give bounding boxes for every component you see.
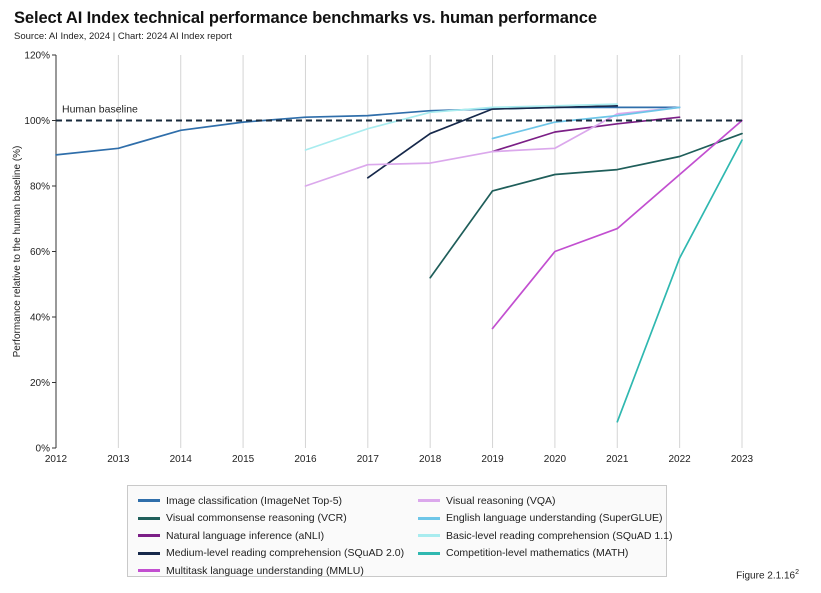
series-line-3	[366, 104, 619, 179]
y-tick-label: 80%	[30, 182, 50, 193]
x-tick-label: 2014	[170, 454, 193, 465]
x-tick-label: 2016	[294, 454, 317, 465]
legend-swatch	[418, 516, 440, 520]
legend-item: Visual reasoning (VQA)	[418, 492, 668, 510]
human-baseline: Human baseline	[56, 104, 742, 122]
series-line-4	[491, 119, 743, 330]
legend-item: Image classification (ImageNet Top-5)	[138, 492, 418, 510]
x-tick-label: 2020	[544, 454, 567, 465]
legend-swatch	[418, 534, 440, 538]
legend-swatch	[138, 534, 160, 538]
x-tick-label: 2013	[107, 454, 130, 465]
legend-label: Visual commonsense reasoning (VCR)	[166, 512, 347, 525]
legend-swatch	[418, 551, 440, 555]
y-tick-label: 100%	[24, 116, 50, 127]
y-tick-label: 0%	[36, 444, 51, 455]
series-lines	[55, 103, 743, 423]
chart-title: Select AI Index technical performance be…	[14, 9, 597, 27]
x-tick-label: 2022	[669, 454, 692, 465]
legend-item: Visual commonsense reasoning (VCR)	[138, 510, 418, 528]
legend-item: Medium-level reading comprehension (SQuA…	[138, 545, 418, 563]
legend-label: Medium-level reading comprehension (SQuA…	[166, 547, 405, 560]
y-tick-label: 60%	[30, 247, 50, 258]
x-tick-label: 2017	[357, 454, 380, 465]
legend-item: Basic-level reading comprehension (SQuAD…	[418, 527, 672, 545]
figure-label-sup: 2	[795, 568, 799, 576]
x-tick-label: 2023	[731, 454, 754, 465]
series-line-7	[304, 103, 619, 151]
series-line-5	[304, 106, 681, 187]
legend-label: Visual reasoning (VQA)	[446, 494, 556, 507]
x-tick-label: 2021	[606, 454, 629, 465]
legend-label: Multitask language understanding (MMLU)	[166, 564, 364, 577]
legend-swatch	[418, 499, 440, 503]
y-axis-label: Performance relative to the human baseli…	[12, 146, 23, 358]
legend: Image classification (ImageNet Top-5) Vis…	[127, 485, 672, 580]
y-tick-label: 120%	[24, 51, 50, 62]
x-tick-label: 2019	[481, 454, 504, 465]
legend-label: Image classification (ImageNet Top-5)	[166, 494, 343, 507]
series-line-1	[429, 132, 743, 279]
x-tick-label: 2012	[45, 454, 68, 465]
x-tick-label: 2018	[419, 454, 442, 465]
figure-label-text: Figure 2.1.16	[736, 570, 796, 581]
legend-swatch	[138, 551, 160, 555]
y-tick-label: 40%	[30, 313, 50, 324]
legend-swatch	[138, 499, 160, 503]
legend-swatch	[138, 569, 160, 573]
chart-source: Source: AI Index, 2024 | Chart: 2024 AI …	[14, 31, 232, 42]
line-chart: 2012 2013 2014 2015 2016 2017 2018 2019 2020 2021…	[12, 51, 754, 466]
legend-item: Competition-level mathematics (MATH)	[418, 545, 668, 563]
x-tick-label: 2015	[232, 454, 255, 465]
legend-label: Basic-level reading comprehension (SQuAD…	[446, 529, 673, 542]
baseline-label: Human baseline	[62, 104, 138, 116]
legend-item: Multitask language understanding (MMLU)	[138, 562, 418, 580]
legend-label: English language understanding (SuperGLU…	[446, 512, 663, 525]
series-line-2	[491, 116, 681, 153]
legend-label: Natural language inference (aNLI)	[166, 529, 325, 542]
legend-item: English language understanding (SuperGLU…	[418, 510, 668, 528]
legend-item: Natural language inference (aNLI)	[138, 527, 418, 545]
y-tick-label: 20%	[30, 378, 50, 389]
legend-swatch	[138, 516, 160, 520]
series-line-8	[616, 139, 743, 423]
series-line-6	[491, 106, 681, 140]
legend-label: Competition-level mathematics (MATH)	[446, 547, 629, 560]
figure-label: Figure 2.1.162	[736, 569, 799, 581]
